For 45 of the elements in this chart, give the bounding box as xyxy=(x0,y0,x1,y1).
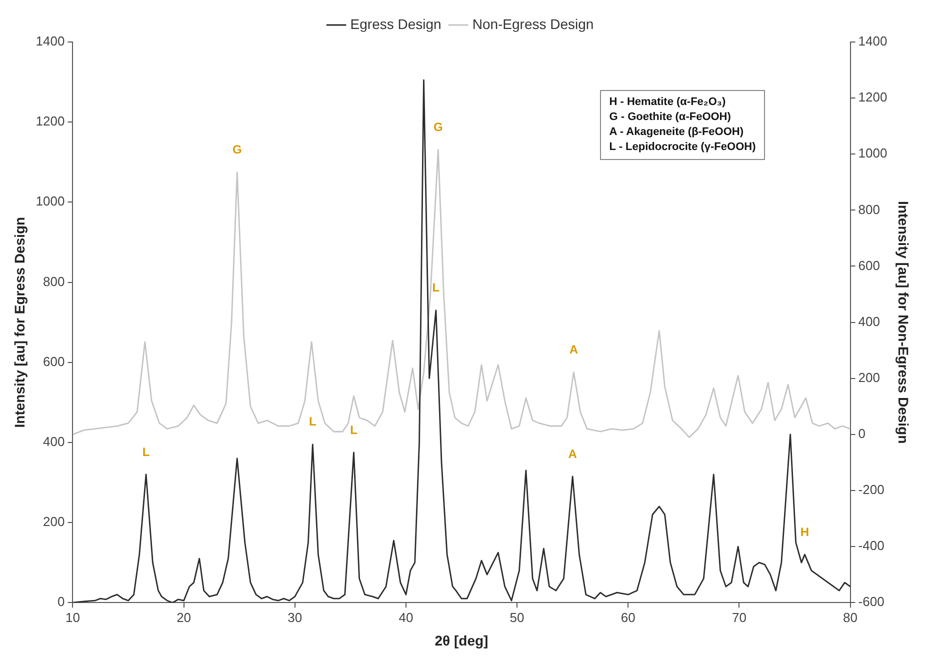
y2-axis-title: Intensity [au] for Non-Egress Design xyxy=(896,200,912,444)
y2-tick-label: 600 xyxy=(858,258,880,273)
y-tick-label: 1400 xyxy=(36,34,65,49)
y-tick-label: 0 xyxy=(57,594,65,610)
annotation: L xyxy=(308,414,316,429)
y2-tick-label: -600 xyxy=(858,594,884,610)
annotation: H - Hematite (α-Fe₂O₃) xyxy=(609,95,727,110)
annotation: G - Goethite (α-FeOOH) xyxy=(609,110,732,125)
annotation: G xyxy=(232,142,242,157)
y-tick-label: 1000 xyxy=(36,194,65,209)
annotation: G xyxy=(434,120,443,134)
y-tick-label: 200 xyxy=(43,514,65,530)
annotation: A xyxy=(569,342,578,357)
y2-tick-label: 1000 xyxy=(858,146,888,161)
x-tick-label: 60 xyxy=(620,610,636,625)
annotation: L xyxy=(350,422,358,437)
y2-tick-label: 400 xyxy=(858,314,880,329)
legend-label: Non-Egress Design xyxy=(472,16,594,32)
x-tick-label: 50 xyxy=(510,610,524,625)
annotation: A - Akageneite (β-FeOOH) xyxy=(609,125,745,140)
y2-tick-label: -400 xyxy=(858,538,884,554)
annotation: L xyxy=(142,444,150,459)
y-tick-label: 400 xyxy=(43,434,65,450)
y2-tick-label: 0 xyxy=(858,426,866,441)
y2-tick-label: 1400 xyxy=(858,34,888,49)
annotation: H xyxy=(800,524,810,539)
x-tick-label: 20 xyxy=(176,610,192,625)
y2-tick-label: 200 xyxy=(858,370,880,385)
y-tick-label: 800 xyxy=(43,274,65,289)
annotation: L - Lepidocrocite (γ-FeOOH) xyxy=(609,140,756,155)
x-tick-label: 40 xyxy=(398,610,414,625)
y-tick-label: 1200 xyxy=(36,114,65,129)
x-tick-label: 80 xyxy=(843,610,858,625)
y-axis-title: Intensity [au] for Egress Design xyxy=(11,216,28,428)
y2-tick-label: 800 xyxy=(858,202,880,217)
legend-label: Egress Design xyxy=(350,16,442,32)
y2-tick-label: -200 xyxy=(858,482,884,498)
annotation: L xyxy=(432,280,440,295)
x-axis-title: 2θ [deg] xyxy=(434,632,488,648)
annotation: A xyxy=(568,446,578,461)
y-tick-label: 600 xyxy=(43,354,65,369)
y2-tick-label: 1200 xyxy=(858,90,888,105)
x-tick-label: 30 xyxy=(288,610,302,625)
x-tick-label: 10 xyxy=(65,610,80,625)
x-tick-label: 70 xyxy=(732,610,746,625)
